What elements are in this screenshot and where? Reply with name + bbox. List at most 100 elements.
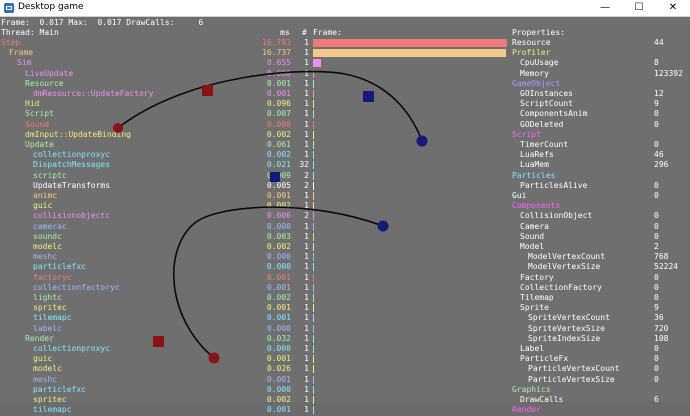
scope-ms: 0.001 — [266, 89, 291, 98]
scope-frame-bar — [313, 355, 314, 364]
property-label: ScriptCount — [520, 99, 573, 109]
game-viewport[interactable]: Frame: 0.017 Max: 0.017 DrawCalls: 6 Thr… — [0, 17, 690, 415]
scope-ms: 0.000 — [266, 119, 291, 129]
scope-ms: 0.001 — [266, 405, 291, 415]
scope-ms: 16.783 — [262, 38, 291, 47]
minimize-button[interactable]: — — [600, 2, 610, 13]
scope-ms: 0.000 — [266, 221, 291, 231]
scope-label: lightc — [33, 293, 62, 302]
property-label: Components — [512, 201, 561, 211]
scope-label: Render — [25, 333, 54, 343]
scope-label: UpdateTransforms — [33, 180, 111, 190]
scope-label: collectionfactoryc — [33, 282, 120, 292]
profiler-header-thread: Thread: Main — [1, 28, 59, 37]
scope-count: 1 — [304, 282, 309, 292]
scope-label: Update — [25, 140, 54, 149]
scope-frame-bar — [313, 243, 314, 251]
scope-count: 1 — [304, 201, 309, 211]
property-label: Tilemap — [520, 293, 554, 302]
maximize-button[interactable]: ☐ — [634, 2, 644, 13]
scope-label: collisionobjectc — [33, 211, 111, 221]
scope-frame-bar — [313, 90, 314, 98]
scope-ms: 0.002 — [266, 129, 291, 139]
scope-label: meshc — [33, 252, 58, 262]
scope-frame-bar — [313, 232, 314, 241]
property-label: GOInstances — [520, 89, 573, 98]
property-label: Script — [512, 129, 541, 139]
scope-ms: 0.001 — [266, 354, 291, 364]
scope-count: 1 — [304, 221, 309, 231]
property-label: ParticlesAlive — [520, 180, 588, 190]
scope-ms: 0.001 — [266, 272, 291, 282]
scope-ms: 0.002 — [266, 201, 291, 211]
close-button[interactable]: ✕ — [668, 2, 678, 13]
scope-frame-bar — [313, 202, 314, 211]
scope-ms: 0.061 — [266, 140, 291, 149]
profiler-header-frame: Frame: 0.017 Max: 0.017 DrawCalls: 6 — [1, 18, 204, 27]
scope-count: 1 — [304, 68, 309, 78]
property-label: Camera — [520, 221, 549, 231]
scope-count: 1 — [304, 99, 309, 109]
scope-ms: 0.096 — [266, 99, 291, 109]
scope-frame-bar — [313, 181, 314, 190]
scope-count: 2 — [304, 170, 309, 180]
property-label: Factory — [520, 272, 554, 282]
scope-ms: 0.021 — [266, 160, 291, 170]
property-value: 0 — [654, 211, 659, 221]
scope-label: DispatchMessages — [33, 160, 111, 170]
property-value: 0 — [654, 140, 659, 149]
scope-label: Sound — [25, 119, 50, 129]
scope-label: spritec — [33, 395, 67, 404]
property-value: 2 — [654, 242, 659, 251]
property-label: ComponentsAnim — [520, 109, 588, 119]
property-label: Sprite — [520, 303, 549, 313]
scope-frame-bar — [313, 396, 314, 404]
scope-ms: 0.001 — [266, 313, 291, 323]
properties-header: Properties: — [512, 28, 565, 37]
scope-count: 1 — [304, 109, 309, 119]
scope-label: camerac — [33, 221, 67, 231]
scope-ms: 0.001 — [266, 191, 291, 200]
scope-label: scriptc — [33, 170, 67, 180]
scope-frame-bar — [313, 39, 507, 47]
property-value: 12 — [654, 89, 664, 98]
scope-frame-bar — [313, 161, 314, 170]
title-bar: Desktop game — ☐ ✕ — [0, 0, 690, 17]
scope-label: Hid — [25, 99, 40, 109]
scope-frame-bar — [313, 375, 314, 384]
scope-frame-bar — [313, 385, 314, 394]
scope-ms: 0.000 — [266, 262, 291, 272]
scope-frame-bar — [313, 212, 314, 221]
scope-frame-bar — [313, 294, 314, 302]
scope-frame-bar — [313, 59, 321, 68]
blue-square-sprite — [270, 172, 280, 182]
frame-column-header: Frame: — [313, 28, 342, 37]
scope-frame-bar — [313, 314, 314, 323]
profiler-scopes-panel: Frame: 0.017 Max: 0.017 DrawCalls: 6 Thr… — [0, 17, 310, 414]
scope-ms: 0.001 — [266, 78, 291, 88]
property-value: 9 — [654, 99, 659, 109]
property-label: CpuUsage — [520, 58, 559, 68]
property-label: Resource — [512, 38, 551, 47]
scope-ms: 0.005 — [266, 180, 291, 190]
scope-count: 1 — [304, 48, 309, 58]
scope-label: particlefxc — [33, 262, 86, 272]
property-value: 0 — [654, 180, 659, 190]
scope-label: Resource — [25, 78, 64, 88]
scope-frame-bar — [313, 324, 314, 333]
scope-frame-bar — [313, 120, 314, 129]
property-label: CollisionObject — [520, 211, 593, 221]
scope-ms: 0.001 — [266, 303, 291, 313]
property-value: 0 — [654, 109, 659, 119]
scope-ms: 0.006 — [266, 211, 291, 221]
scope-count: 1 — [304, 333, 309, 343]
scope-count: 2 — [304, 211, 309, 221]
property-value: 9 — [654, 303, 659, 313]
property-label: Graphics — [512, 384, 551, 394]
scope-ms: 0.007 — [266, 109, 291, 119]
scope-label: labelc — [33, 323, 62, 333]
property-label: LuaRefs — [520, 150, 554, 160]
properties-panel: Properties: Resource 44 Profiler CpuUsage 8 M… — [510, 17, 690, 414]
scope-frame-bar — [313, 222, 314, 231]
scope-frame-bar — [313, 192, 314, 200]
